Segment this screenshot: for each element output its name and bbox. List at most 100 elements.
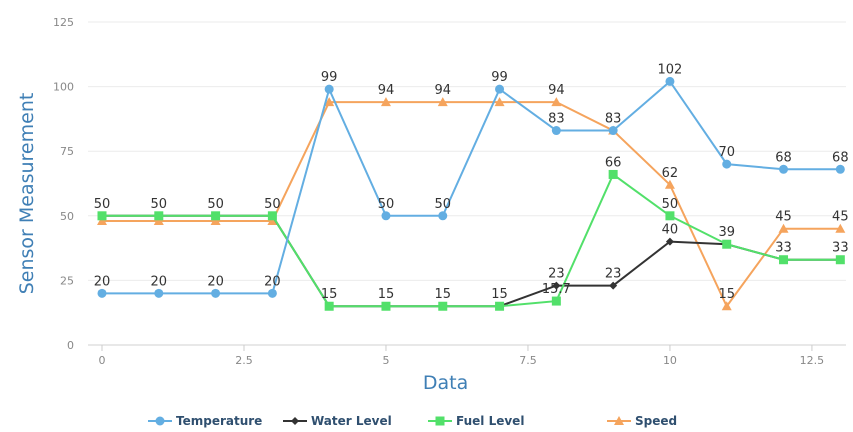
data-label: 94 <box>378 83 395 98</box>
axis-ticks: 0 25 50 75 100 125 0 2.5 5 7.5 10 12.5 <box>53 16 824 367</box>
point-triangle <box>494 97 505 107</box>
x-tick-label: 5 <box>382 354 389 367</box>
point-diamond <box>552 281 561 290</box>
point-circle <box>835 164 845 174</box>
point-diamond <box>609 281 618 290</box>
data-label: 15 <box>718 287 735 302</box>
point-triangle <box>267 215 278 225</box>
data-label: 99 <box>491 70 508 85</box>
data-label: 20 <box>207 274 224 289</box>
x-tick-label: 7.5 <box>519 354 537 367</box>
point-circle <box>722 159 732 169</box>
point-circle <box>381 211 391 221</box>
data-label: 45 <box>832 210 849 225</box>
data-labels: 20 20 20 20 99 50 50 99 83 83 102 70 68 68 23 23 40 39 50 5… <box>94 62 849 302</box>
point-triangle <box>614 416 624 425</box>
data-label: 50 <box>264 197 281 212</box>
point-square <box>608 169 618 179</box>
legend-swatch-icon <box>428 416 452 426</box>
series-group <box>97 76 846 311</box>
legend-label: Fuel Level <box>456 414 525 428</box>
point-square <box>835 255 845 265</box>
data-label: 23 <box>605 267 622 282</box>
point-circle <box>495 84 505 94</box>
point-triangle <box>97 215 107 225</box>
data-label: 99 <box>321 70 338 85</box>
data-label: 50 <box>151 197 168 212</box>
series-fuel-level <box>97 169 845 311</box>
data-label: 68 <box>832 150 849 165</box>
point-square <box>665 211 675 221</box>
data-label: 33 <box>775 241 792 256</box>
legend-item-speed[interactable]: Speed <box>607 414 677 428</box>
y-tick-label: 75 <box>60 145 74 158</box>
data-label: 40 <box>662 223 679 238</box>
y-tick-label: 125 <box>53 16 74 29</box>
data-label: 15.7 <box>542 282 571 297</box>
legend-label: Speed <box>635 414 678 428</box>
x-tick-label: 0 <box>99 354 106 367</box>
legend-item-water-level[interactable]: Water Level <box>283 414 392 428</box>
x-tick-label: 2.5 <box>235 354 253 367</box>
data-label: 20 <box>151 274 168 289</box>
point-circle <box>324 84 334 94</box>
point-diamond <box>665 237 674 246</box>
point-triangle <box>778 223 789 233</box>
legend-item-temperature[interactable]: Temperature <box>148 414 262 428</box>
data-label: 50 <box>207 197 224 212</box>
data-label: 83 <box>605 112 622 127</box>
series-temperature <box>97 76 845 298</box>
point-square <box>779 255 789 265</box>
point-square <box>211 211 221 221</box>
data-label: 83 <box>548 112 565 127</box>
point-triangle <box>721 301 732 311</box>
data-label: 50 <box>434 197 451 212</box>
data-label: 39 <box>718 225 735 240</box>
data-label: 15 <box>321 287 338 302</box>
point-circle <box>155 416 165 426</box>
data-label: 33 <box>832 241 849 256</box>
data-label: 50 <box>378 197 395 212</box>
point-circle <box>608 126 618 136</box>
point-square <box>154 211 164 221</box>
point-square <box>324 301 334 311</box>
legend-label: Temperature <box>176 414 263 428</box>
x-tick-label: 10 <box>663 354 677 367</box>
x-axis-title: Data <box>423 372 468 394</box>
point-circle <box>154 288 164 298</box>
data-label: 66 <box>605 155 622 170</box>
point-circle <box>551 126 561 136</box>
point-circle <box>97 288 107 298</box>
data-label: 102 <box>658 62 683 77</box>
point-square <box>97 211 107 221</box>
y-axis-title: Sensor Measurement <box>16 93 38 295</box>
point-square <box>438 301 448 311</box>
series-line <box>102 101 841 309</box>
data-label: 94 <box>434 83 451 98</box>
legend-swatch-icon <box>148 416 172 426</box>
data-label: 68 <box>775 150 792 165</box>
data-label: 15 <box>378 287 395 302</box>
point-triangle <box>551 97 562 107</box>
point-square <box>267 211 277 221</box>
data-label: 50 <box>94 197 111 212</box>
point-circle <box>779 164 789 174</box>
point-circle <box>438 211 448 221</box>
point-triangle <box>664 179 675 189</box>
data-label: 15 <box>434 287 451 302</box>
series-speed <box>97 97 846 311</box>
y-tick-label: 100 <box>53 81 74 94</box>
y-tick-label: 25 <box>60 274 74 287</box>
point-circle <box>665 76 675 86</box>
point-triangle <box>380 97 391 107</box>
point-diamond <box>291 417 299 425</box>
y-tick-label: 0 <box>67 339 74 352</box>
legend-item-fuel-level[interactable]: Fuel Level <box>428 414 524 428</box>
point-triangle <box>437 97 448 107</box>
data-label: 50 <box>662 197 679 212</box>
data-label: 62 <box>662 166 679 181</box>
point-triangle <box>835 223 846 233</box>
data-label: 20 <box>94 274 111 289</box>
data-label: 20 <box>264 274 281 289</box>
